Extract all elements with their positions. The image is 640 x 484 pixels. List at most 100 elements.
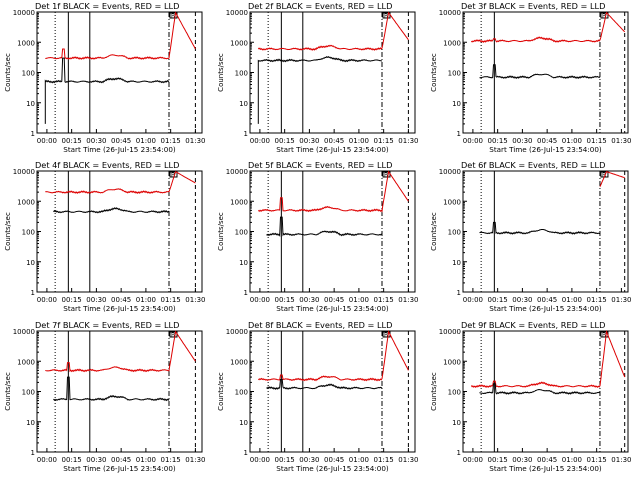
x-tick-label: 00:45 — [537, 296, 557, 304]
x-tick-label: 01:15 — [587, 137, 607, 145]
marker-label: B — [384, 13, 388, 20]
x-tick-label: 00:30 — [86, 456, 106, 464]
y-tick-label: 10 — [26, 259, 35, 267]
x-tick-label: 00:00 — [250, 296, 270, 304]
marker-label: B — [171, 13, 175, 20]
marker-label: B — [602, 13, 606, 20]
panel-4: Det 4f BLACK = Events, RED = LLD 1 10 100 10… — [4, 160, 205, 313]
plot-frame — [462, 330, 629, 453]
x-tick-label: 01:00 — [562, 456, 582, 464]
y-tick-label: 10000 — [13, 168, 35, 176]
x-tick-label: 01:15 — [374, 137, 394, 145]
y-tick-label: 10000 — [226, 168, 248, 176]
x-tick-label: 01:00 — [349, 296, 369, 304]
y-tick-label: 10000 — [226, 328, 248, 336]
x-tick-label: 00:45 — [324, 296, 344, 304]
y-axis-label: Counts/sec — [430, 372, 438, 411]
y-tick-label: 10000 — [13, 9, 35, 17]
x-axis-label: Start Time (26-Jul-15 23:54:00) — [63, 304, 176, 313]
x-tick-label: 00:00 — [463, 296, 483, 304]
x-axis-label: Start Time (26-Jul-15 23:54:00) — [489, 304, 602, 313]
y-tick-label: 10 — [452, 259, 461, 267]
x-tick-label: 01:00 — [562, 137, 582, 145]
x-tick-label: 01:30 — [398, 137, 418, 145]
x-tick-label: 01:30 — [398, 456, 418, 464]
plot-frame — [249, 330, 416, 453]
x-tick-label: 00:30 — [86, 137, 106, 145]
y-axis-label: Counts/sec — [430, 212, 438, 251]
y-tick-label: 100 — [448, 229, 461, 237]
y-tick-label: 10 — [239, 259, 248, 267]
x-tick-label: 01:15 — [161, 137, 181, 145]
x-tick-label: 01:00 — [349, 456, 369, 464]
x-tick-label: 01:15 — [374, 456, 394, 464]
x-tick-label: 00:15 — [488, 296, 508, 304]
panel-title: Det 4f BLACK = Events, RED = LLD — [35, 160, 179, 170]
x-tick-label: 00:00 — [37, 296, 57, 304]
x-tick-label: 00:30 — [299, 456, 319, 464]
x-axis-label: Start Time (26-Jul-15 23:54:00) — [63, 145, 176, 154]
y-axis-label: Counts/sec — [217, 372, 225, 411]
x-tick-label: 01:15 — [587, 456, 607, 464]
x-tick-label: 00:30 — [512, 456, 532, 464]
x-tick-label: 00:30 — [512, 137, 532, 145]
y-tick-label: 10000 — [439, 9, 461, 17]
y-tick-label: 1 — [457, 289, 461, 297]
marker-label: B — [602, 172, 606, 179]
y-tick-label: 100 — [448, 70, 461, 78]
y-tick-label: 100 — [235, 70, 248, 78]
x-axis-label: Start Time (26-Jul-15 23:54:00) — [489, 145, 602, 154]
y-tick-label: 10 — [239, 419, 248, 427]
y-axis-label: Counts/sec — [4, 53, 12, 92]
y-tick-label: 1 — [244, 130, 248, 138]
y-tick-label: 1 — [31, 449, 35, 457]
y-tick-label: 10 — [452, 100, 461, 108]
y-tick-label: 10 — [26, 100, 35, 108]
x-tick-label: 00:45 — [324, 137, 344, 145]
x-tick-label: 01:15 — [587, 296, 607, 304]
panel-title: Det 1f BLACK = Events, RED = LLD — [35, 1, 179, 11]
marker-label: B — [171, 332, 175, 339]
x-tick-label: 01:30 — [185, 296, 205, 304]
plot-frame — [462, 11, 629, 134]
y-tick-label: 1 — [244, 289, 248, 297]
lld-series-line — [470, 11, 626, 43]
x-tick-label: 01:15 — [161, 296, 181, 304]
lld-series-line — [45, 330, 196, 373]
lld-series-line — [257, 330, 409, 382]
x-tick-label: 01:30 — [185, 137, 205, 145]
lld-series-line — [470, 329, 626, 389]
box-marker — [382, 12, 391, 19]
y-tick-label: 1 — [457, 449, 461, 457]
panel-3: Det 3f BLACK = Events, RED = LLD 1 10 100 10… — [430, 1, 631, 154]
y-tick-label: 1 — [31, 130, 35, 138]
marker-label: B — [602, 332, 606, 339]
marker-label: B — [384, 172, 388, 179]
y-tick-label: 1 — [244, 449, 248, 457]
x-tick-label: 01:30 — [185, 456, 205, 464]
x-tick-label: 01:00 — [136, 456, 156, 464]
panel-title: Det 3f BLACK = Events, RED = LLD — [461, 1, 605, 11]
y-tick-label: 100 — [22, 389, 35, 397]
y-tick-label: 10 — [26, 419, 35, 427]
y-axis-label: Counts/sec — [4, 372, 12, 411]
panel-title: Det 8f BLACK = Events, RED = LLD — [248, 320, 392, 330]
events-series-line — [53, 376, 170, 402]
y-tick-label: 100 — [235, 229, 248, 237]
x-tick-label: 01:15 — [374, 296, 394, 304]
plot-frame — [462, 170, 629, 293]
y-axis-label: Counts/sec — [430, 53, 438, 92]
y-tick-label: 1 — [31, 289, 35, 297]
y-tick-label: 10000 — [439, 328, 461, 336]
y-tick-label: 10 — [239, 100, 248, 108]
panel-5: Det 5f BLACK = Events, RED = LLD 1 10 100 10… — [217, 160, 418, 313]
panel-1: Det 1f BLACK = Events, RED = LLD 1 10 100 10… — [4, 1, 205, 154]
y-tick-label: 1000 — [443, 39, 461, 47]
x-tick-label: 01:30 — [611, 296, 631, 304]
lld-series-line — [45, 170, 196, 195]
box-marker — [600, 12, 609, 19]
x-tick-label: 00:00 — [463, 137, 483, 145]
y-tick-label: 1000 — [17, 39, 35, 47]
x-tick-label: 01:15 — [161, 456, 181, 464]
